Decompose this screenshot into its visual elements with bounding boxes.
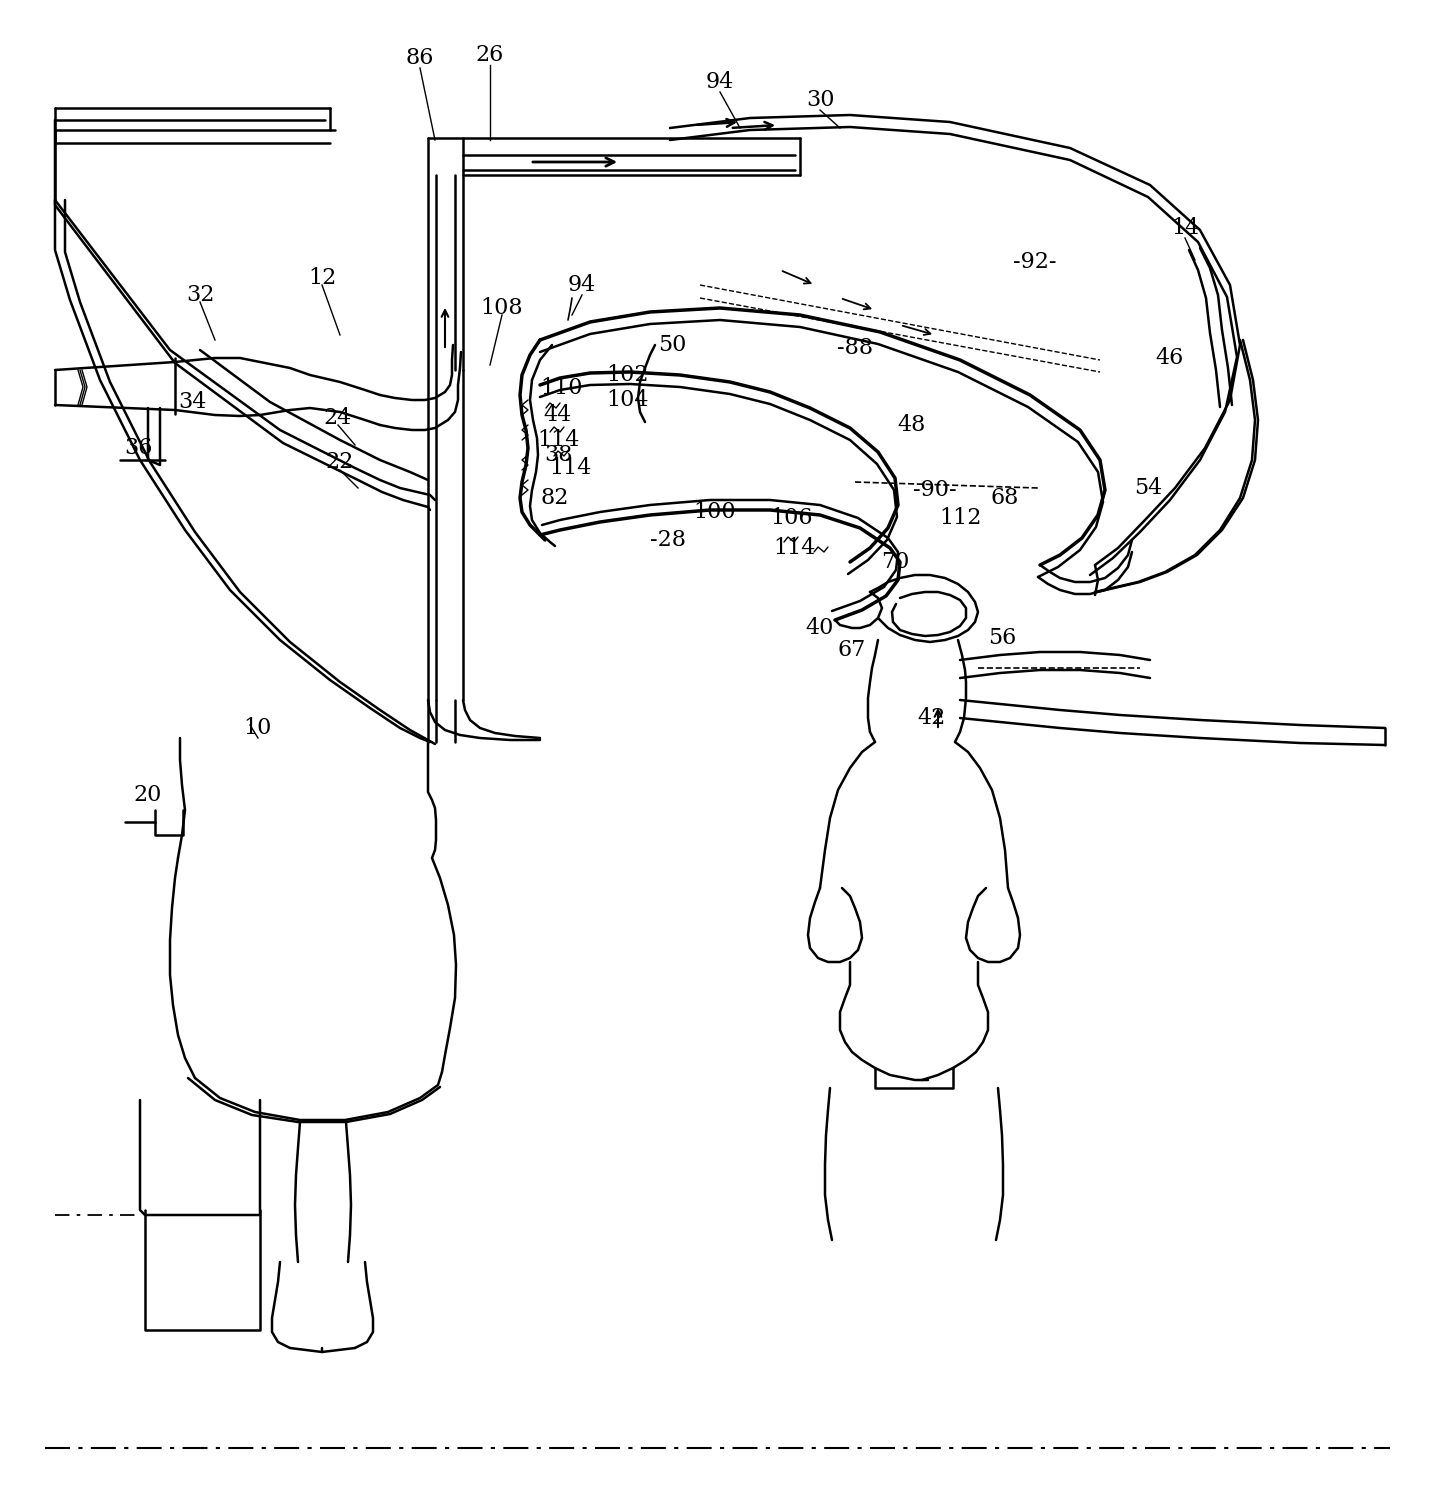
Text: 114: 114 [774,538,817,558]
Text: -28: -28 [651,529,686,551]
Text: 114: 114 [549,457,591,480]
Text: 70: 70 [881,551,909,573]
Text: 42: 42 [918,707,947,729]
Text: 86: 86 [406,48,435,68]
Text: 54: 54 [1134,477,1163,499]
Text: 38: 38 [543,444,572,466]
Text: 10: 10 [243,717,272,740]
Text: 44: 44 [543,404,572,426]
Text: 67: 67 [838,639,867,661]
Text: 104: 104 [606,389,649,411]
Text: 68: 68 [991,487,1020,509]
Text: 102: 102 [606,364,649,386]
Text: 114: 114 [536,429,579,451]
Text: 24: 24 [323,407,352,429]
Text: 36: 36 [124,437,152,459]
Text: 46: 46 [1155,347,1184,368]
Text: -88: -88 [837,337,874,359]
Text: -90-: -90- [914,480,957,500]
Text: 40: 40 [807,616,834,639]
Text: 108: 108 [480,297,523,319]
Text: 14: 14 [1171,217,1200,239]
Text: 30: 30 [805,89,834,111]
Text: 56: 56 [988,627,1017,649]
Text: -92-: -92- [1014,251,1057,273]
Text: 34: 34 [177,391,206,413]
Text: 32: 32 [186,284,214,306]
Text: 12: 12 [307,267,336,290]
Text: 82: 82 [541,487,569,509]
Text: 94: 94 [706,71,734,94]
Text: 48: 48 [898,414,927,437]
Text: 106: 106 [771,506,814,529]
Text: 26: 26 [476,45,505,65]
Text: 22: 22 [326,451,355,474]
Text: 110: 110 [541,377,583,399]
Text: 50: 50 [658,334,686,356]
Text: 100: 100 [694,500,736,523]
Text: 20: 20 [134,784,162,806]
Text: 94: 94 [568,275,596,296]
Text: 112: 112 [940,506,981,529]
